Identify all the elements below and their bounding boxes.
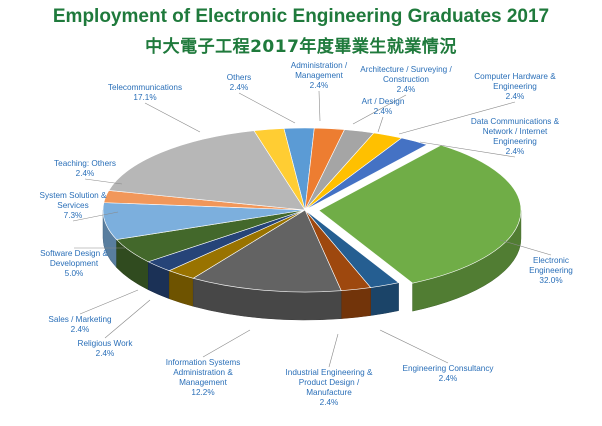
chart-subtitle: 中大電子工程2017年度畢業生就業情況 <box>145 37 457 57</box>
chart-title: Employment of Electronic Engineering Gra… <box>52 6 550 27</box>
slice-labels: Administration / Management 2.4% Architectu… <box>40 61 574 407</box>
slice-label-6: Engineering Consultancy 2.4% <box>402 364 494 383</box>
leader-line-1 <box>352 94 407 125</box>
slice-label-11: Software Design & Development 5.0% <box>40 249 108 278</box>
slice-label-5: Electronic Engineering 32.0% <box>529 256 573 285</box>
slice-4 <box>304 137 428 211</box>
slice-5 <box>318 144 522 284</box>
leader-line-2 <box>377 116 384 133</box>
slice-label-13: Teaching: Others 2.4% <box>54 159 116 178</box>
slice-label-9: Religious Work 2.4% <box>78 339 134 358</box>
pie-tops <box>102 127 522 293</box>
slice-15 <box>253 128 306 211</box>
slice-label-14: Telecommunications 17.1% <box>108 83 182 102</box>
leader-line-7 <box>328 333 339 368</box>
slice-side-7 <box>340 287 371 319</box>
slice-label-7: Industrial Engineering & Product Design /… <box>286 368 373 407</box>
leader-line-5 <box>499 239 552 256</box>
slice-label-1: Architecture / Surveying / Construction 2.… <box>360 65 452 94</box>
leader-line-8 <box>202 329 251 358</box>
leader-line-4 <box>419 141 516 158</box>
leader-line-3 <box>398 101 516 135</box>
leader-line-14 <box>144 102 201 133</box>
leader-line-9 <box>104 299 151 339</box>
leader-line-10 <box>79 289 139 315</box>
leader-line-15 <box>238 92 296 124</box>
slice-label-0: Administration / Management 2.4% <box>291 61 348 90</box>
slice-side-6 <box>370 282 399 316</box>
slice-label-15: Others 2.4% <box>227 73 252 92</box>
leader-line-12 <box>72 211 119 222</box>
slice-label-2: Art / Design 2.4% <box>362 97 405 116</box>
slice-14 <box>108 130 306 211</box>
slice-label-10: Sales / Marketing 2.4% <box>48 315 112 334</box>
slice-label-12: System Solution & Services 7.3% <box>40 191 107 220</box>
pie-sides <box>102 209 522 321</box>
leader-line-6 <box>379 329 449 364</box>
slice-label-4: Data Communications & Network / Internet E… <box>471 117 560 156</box>
slice-8 <box>192 209 342 293</box>
slice-label-8: Information Systems Administration & Manag… <box>166 358 241 397</box>
leader-lines <box>72 90 552 368</box>
leader-line-13 <box>84 178 123 185</box>
slice-label-3: Computer Hardware & Engineering 2.4% <box>474 72 556 101</box>
leader-line-0 <box>318 90 321 122</box>
